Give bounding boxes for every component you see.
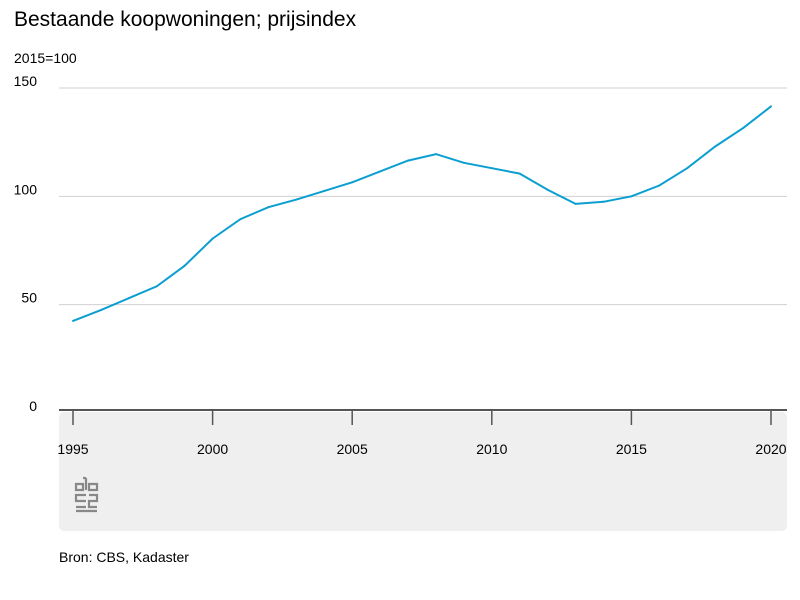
data-point-2000 bbox=[211, 237, 214, 240]
data-point-2017 bbox=[686, 167, 689, 170]
x-axis-ticks: 1995 2000 2005 2010 2015 2020 bbox=[57, 411, 787, 457]
data-point-2020 bbox=[770, 105, 772, 108]
data-point-2002 bbox=[267, 206, 270, 209]
x-tick-label: 2020 bbox=[755, 441, 786, 457]
source-note: Bron: CBS, Kadaster bbox=[59, 549, 189, 565]
x-tick-label: 2010 bbox=[476, 441, 507, 457]
data-point-1999 bbox=[183, 264, 186, 267]
y-tick-label: 150 bbox=[14, 73, 38, 89]
data-point-2013 bbox=[574, 202, 577, 205]
y-tick-label: 100 bbox=[14, 181, 38, 197]
chart-title: Bestaande koopwoningen; prijsindex bbox=[14, 8, 357, 31]
data-point-2014 bbox=[602, 200, 605, 203]
x-tick-label: 2015 bbox=[616, 441, 647, 457]
data-point-2015 bbox=[630, 195, 633, 198]
data-point-1996 bbox=[99, 309, 102, 312]
chart-footer-panel bbox=[59, 412, 787, 531]
y-axis-ticks: 0 50 100 150 bbox=[14, 73, 38, 414]
x-tick-label: 2005 bbox=[337, 441, 368, 457]
data-point-2001 bbox=[239, 218, 242, 221]
data-point-2004 bbox=[323, 189, 326, 192]
data-point-2019 bbox=[742, 127, 745, 130]
data-point-1995 bbox=[72, 319, 74, 322]
data-point-2012 bbox=[546, 188, 549, 191]
y-axis-unit-label: 2015=100 bbox=[14, 50, 77, 66]
series-line bbox=[72, 105, 772, 322]
x-tick-label: 2000 bbox=[197, 441, 228, 457]
cbs-logo-icon bbox=[73, 476, 99, 513]
data-point-2011 bbox=[518, 172, 521, 175]
data-point-2006 bbox=[379, 170, 382, 173]
x-tick-label: 1995 bbox=[57, 441, 88, 457]
y-tick-label: 0 bbox=[29, 398, 37, 414]
data-point-1997 bbox=[127, 297, 130, 300]
data-point-2009 bbox=[462, 161, 465, 164]
data-point-2016 bbox=[658, 184, 661, 187]
data-point-2010 bbox=[490, 167, 493, 170]
y-tick-label: 50 bbox=[21, 290, 37, 306]
data-point-2018 bbox=[714, 145, 717, 148]
data-point-2003 bbox=[295, 198, 298, 201]
data-points bbox=[72, 105, 772, 322]
data-point-2008 bbox=[434, 153, 437, 156]
data-point-2005 bbox=[351, 181, 354, 184]
grid-lines bbox=[59, 87, 787, 306]
data-point-2007 bbox=[407, 159, 410, 162]
data-point-1998 bbox=[155, 285, 158, 288]
